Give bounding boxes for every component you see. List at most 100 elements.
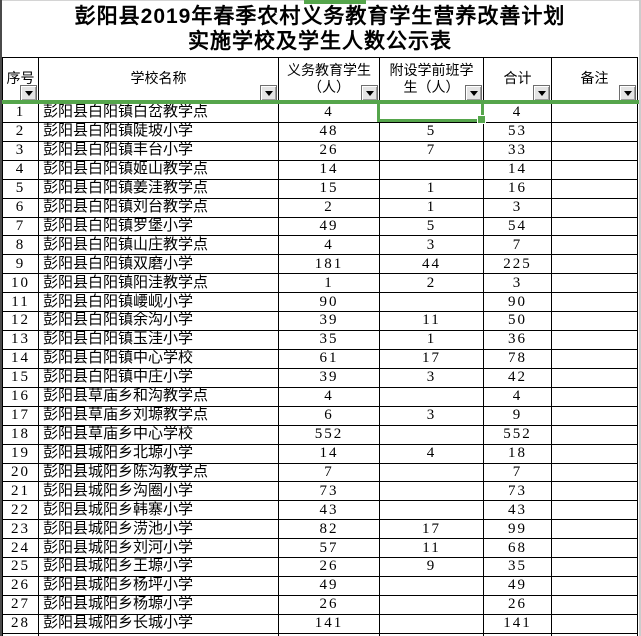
cell-compulsory-row23[interactable]: 82 bbox=[278, 519, 380, 540]
cell-remark-row23[interactable] bbox=[551, 519, 638, 540]
cell-remark-row26[interactable] bbox=[551, 576, 638, 596]
cell-preschool-row2[interactable]: 5 bbox=[379, 121, 484, 142]
autofilter-button-5[interactable] bbox=[533, 85, 550, 101]
cell-preschool-row7[interactable]: 5 bbox=[379, 216, 484, 237]
cell-preschool-row26[interactable] bbox=[379, 576, 484, 596]
cell-remark-row24[interactable] bbox=[551, 538, 638, 559]
partial-row-cell[interactable] bbox=[551, 632, 638, 636]
cell-compulsory-row12[interactable]: 39 bbox=[278, 311, 380, 332]
cell-school-row26[interactable]: 彭阳县城阳乡杨坪小学 bbox=[38, 576, 279, 596]
autofilter-button-1[interactable] bbox=[20, 85, 37, 101]
cell-remark-row5[interactable] bbox=[551, 178, 638, 199]
cell-no-row24[interactable]: 24 bbox=[2, 538, 39, 559]
cell-remark-row3[interactable] bbox=[551, 140, 638, 161]
cell-school-row1[interactable]: 彭阳县白阳镇白岔教学点 bbox=[38, 103, 279, 123]
cell-no-row7[interactable]: 7 bbox=[2, 216, 39, 237]
cell-compulsory-row19[interactable]: 14 bbox=[278, 443, 380, 464]
autofilter-button-6[interactable] bbox=[619, 85, 636, 101]
cell-remark-row22[interactable] bbox=[551, 500, 638, 521]
autofilter-button-3[interactable] bbox=[361, 85, 378, 101]
cell-no-row5[interactable]: 5 bbox=[2, 178, 39, 199]
cell-compulsory-row13[interactable]: 35 bbox=[278, 330, 380, 350]
cell-school-row7[interactable]: 彭阳县白阳镇罗堡小学 bbox=[38, 216, 279, 237]
cell-remark-row2[interactable] bbox=[551, 121, 638, 142]
autofilter-button-4[interactable] bbox=[465, 85, 482, 101]
cell-preschool-row27[interactable] bbox=[379, 594, 484, 615]
cell-preschool-row20[interactable] bbox=[379, 462, 484, 483]
cell-total-row24[interactable]: 68 bbox=[483, 538, 552, 559]
cell-no-row4[interactable]: 4 bbox=[2, 159, 39, 180]
autofilter-button-2[interactable] bbox=[260, 85, 277, 101]
cell-remark-row16[interactable] bbox=[551, 386, 638, 407]
cell-total-row12[interactable]: 50 bbox=[483, 311, 552, 332]
cell-total-row4[interactable]: 14 bbox=[483, 159, 552, 180]
cell-no-row14[interactable]: 14 bbox=[2, 348, 39, 369]
cell-school-row8[interactable]: 彭阳县白阳镇山庄教学点 bbox=[38, 235, 279, 256]
cell-no-row8[interactable]: 8 bbox=[2, 235, 39, 256]
cell-total-row28[interactable]: 141 bbox=[483, 613, 552, 634]
cell-total-row21[interactable]: 73 bbox=[483, 481, 552, 502]
cell-compulsory-row3[interactable]: 26 bbox=[278, 140, 380, 161]
cell-school-row18[interactable]: 彭阳县草庙乡中心学校 bbox=[38, 424, 279, 445]
cell-total-row27[interactable]: 26 bbox=[483, 594, 552, 615]
cell-total-row6[interactable]: 3 bbox=[483, 197, 552, 218]
cell-preschool-row28[interactable] bbox=[379, 613, 484, 634]
cell-no-row18[interactable]: 18 bbox=[2, 424, 39, 445]
cell-preschool-row10[interactable]: 2 bbox=[379, 273, 484, 294]
cell-compulsory-row10[interactable]: 1 bbox=[278, 273, 380, 294]
cell-remark-row20[interactable] bbox=[551, 462, 638, 483]
cell-total-row1[interactable]: 4 bbox=[483, 103, 552, 123]
cell-total-row22[interactable]: 43 bbox=[483, 500, 552, 521]
cell-compulsory-row2[interactable]: 48 bbox=[278, 121, 380, 142]
cell-preschool-row22[interactable] bbox=[379, 500, 484, 521]
cell-total-row17[interactable]: 9 bbox=[483, 405, 552, 426]
cell-no-row1[interactable]: 1 bbox=[2, 103, 39, 123]
cell-remark-row11[interactable] bbox=[551, 292, 638, 313]
cell-remark-row4[interactable] bbox=[551, 159, 638, 180]
cell-total-row5[interactable]: 16 bbox=[483, 178, 552, 199]
cell-no-row22[interactable]: 22 bbox=[2, 500, 39, 521]
cell-school-row17[interactable]: 彭阳县草庙乡刘塬教学点 bbox=[38, 405, 279, 426]
cell-preschool-row11[interactable] bbox=[379, 292, 484, 313]
cell-compulsory-row28[interactable]: 141 bbox=[278, 613, 380, 634]
cell-remark-row21[interactable] bbox=[551, 481, 638, 502]
cell-total-row26[interactable]: 49 bbox=[483, 576, 552, 596]
cell-total-row13[interactable]: 36 bbox=[483, 330, 552, 350]
cell-compulsory-row5[interactable]: 15 bbox=[278, 178, 380, 199]
cell-no-row23[interactable]: 23 bbox=[2, 519, 39, 540]
cell-school-row10[interactable]: 彭阳县白阳镇阳洼教学点 bbox=[38, 273, 279, 294]
cell-school-row11[interactable]: 彭阳县白阳镇崾岘小学 bbox=[38, 292, 279, 313]
cell-school-row4[interactable]: 彭阳县白阳镇姬山教学点 bbox=[38, 159, 279, 180]
cell-preschool-row19[interactable]: 4 bbox=[379, 443, 484, 464]
cell-compulsory-row21[interactable]: 73 bbox=[278, 481, 380, 502]
cell-compulsory-row4[interactable]: 14 bbox=[278, 159, 380, 180]
cell-no-row17[interactable]: 17 bbox=[2, 405, 39, 426]
cell-compulsory-row22[interactable]: 43 bbox=[278, 500, 380, 521]
cell-compulsory-row26[interactable]: 49 bbox=[278, 576, 380, 596]
cell-remark-row15[interactable] bbox=[551, 367, 638, 388]
cell-remark-row27[interactable] bbox=[551, 594, 638, 615]
cell-compulsory-row20[interactable]: 7 bbox=[278, 462, 380, 483]
cell-remark-row14[interactable] bbox=[551, 348, 638, 369]
cell-preschool-row18[interactable] bbox=[379, 424, 484, 445]
fill-handle[interactable] bbox=[478, 116, 485, 123]
cell-total-row15[interactable]: 42 bbox=[483, 367, 552, 388]
cell-preschool-row21[interactable] bbox=[379, 481, 484, 502]
cell-no-row9[interactable]: 9 bbox=[2, 254, 39, 275]
cell-remark-row7[interactable] bbox=[551, 216, 638, 237]
cell-preschool-row9[interactable]: 44 bbox=[379, 254, 484, 275]
cell-school-row12[interactable]: 彭阳县白阳镇余沟小学 bbox=[38, 311, 279, 332]
cell-preschool-row12[interactable]: 11 bbox=[379, 311, 484, 332]
cell-compulsory-row17[interactable]: 6 bbox=[278, 405, 380, 426]
cell-no-row25[interactable]: 25 bbox=[2, 557, 39, 578]
cell-school-row9[interactable]: 彭阳县白阳镇双磨小学 bbox=[38, 254, 279, 275]
cell-remark-row10[interactable] bbox=[551, 273, 638, 294]
cell-compulsory-row8[interactable]: 4 bbox=[278, 235, 380, 256]
cell-compulsory-row11[interactable]: 90 bbox=[278, 292, 380, 313]
cell-preschool-row14[interactable]: 17 bbox=[379, 348, 484, 369]
cell-preschool-row15[interactable]: 3 bbox=[379, 367, 484, 388]
cell-total-row25[interactable]: 35 bbox=[483, 557, 552, 578]
cell-preschool-row16[interactable] bbox=[379, 386, 484, 407]
cell-total-row9[interactable]: 225 bbox=[483, 254, 552, 275]
cell-school-row27[interactable]: 彭阳县城阳乡杨塬小学 bbox=[38, 594, 279, 615]
